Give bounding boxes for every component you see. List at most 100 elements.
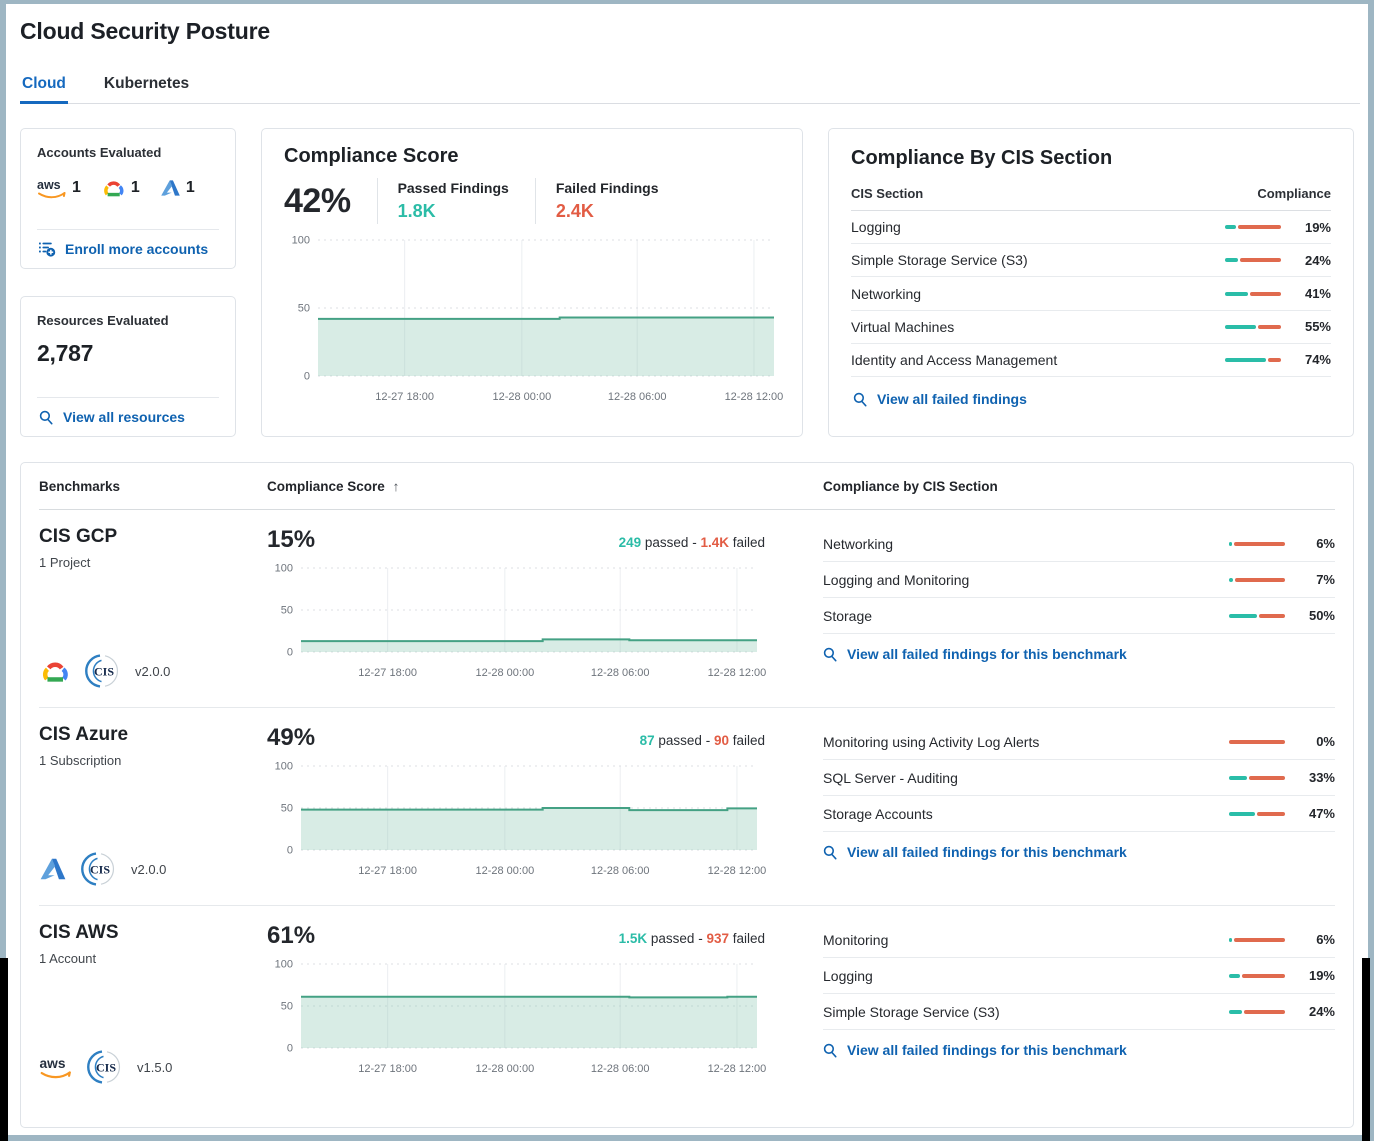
- screen-edge-artifact: [0, 958, 8, 1141]
- cis-gcp-trend-chart: 100 50 0 12-27 18:00 12-28 00:00 12-28 06:00 1…: [275, 563, 767, 680]
- enroll-more-accounts-link[interactable]: Enroll more accounts: [37, 230, 219, 268]
- cis-logo-icon: [85, 654, 119, 688]
- svg-text:12-28 00:00: 12-28 00:00: [475, 865, 534, 877]
- view-failed-findings-benchmark-link[interactable]: View all failed findings for this benchm…: [823, 1030, 1335, 1058]
- col-compliance-score-sort[interactable]: Compliance Score ↑: [267, 478, 400, 494]
- svg-text:0: 0: [287, 647, 293, 659]
- azure-count-value: 1: [185, 179, 195, 196]
- tab-kubernetes[interactable]: Kubernetes: [103, 75, 190, 92]
- aws-account-count: 1: [36, 177, 81, 199]
- svg-text:12-28 06:00: 12-28 06:00: [591, 865, 650, 877]
- compliance-bar: [1229, 1009, 1285, 1014]
- benchmark-section-row: SQL Server - Auditing 33%: [823, 760, 1335, 796]
- svg-text:100: 100: [275, 761, 293, 773]
- screen-edge-artifact: [1362, 958, 1370, 1141]
- cis-section-row: Networking 41%: [851, 277, 1331, 311]
- passed-failed-summary: 249 passed - 1.4K failed: [618, 535, 765, 550]
- svg-text:12-28 00:00: 12-28 00:00: [492, 391, 551, 403]
- svg-text:12-27 18:00: 12-27 18:00: [358, 865, 417, 877]
- benchmark-scope: 1 Project: [39, 555, 91, 570]
- compliance-bar: [1229, 775, 1285, 780]
- benchmark-scope: 1 Subscription: [39, 753, 122, 768]
- gcp-icon: [104, 181, 124, 197]
- benchmark-version: v2.0.0: [135, 663, 171, 679]
- svg-text:12-28 06:00: 12-28 06:00: [591, 667, 650, 679]
- passed-findings-label: Passed Findings: [397, 180, 509, 196]
- aws-icon: [36, 177, 66, 199]
- page-title: Cloud Security Posture: [20, 18, 270, 44]
- tab-cloud[interactable]: Cloud: [20, 75, 68, 104]
- benchmark-row-cis-gcp: CIS GCP 1 Project v2.0.0 15% 249 passed …: [39, 510, 1335, 708]
- benchmark-version: v1.5.0: [137, 1059, 173, 1075]
- tab-bar: Cloud Kubernetes: [20, 75, 1360, 104]
- compliance-bar: [1229, 811, 1285, 816]
- aws-count-value: 1: [72, 179, 81, 196]
- benchmark-section-row: Monitoring 6%: [823, 922, 1335, 958]
- compliance-score-card: Compliance Score 42% Passed Findings 1.8…: [261, 128, 803, 437]
- svg-text:100: 100: [275, 959, 293, 971]
- compliance-bar: [1229, 613, 1285, 618]
- compliance-bar: [1225, 324, 1281, 329]
- cis-section-card-title: Compliance By CIS Section: [851, 147, 1113, 169]
- failed-findings-label: Failed Findings: [555, 180, 659, 196]
- view-failed-findings-benchmark-link[interactable]: View all failed findings for this benchm…: [823, 634, 1335, 662]
- benchmark-score: 49%: [267, 724, 316, 751]
- cis-logo-icon: [81, 852, 115, 886]
- svg-text:100: 100: [292, 235, 310, 247]
- compliance-bar: [1229, 739, 1285, 744]
- main-content: Accounts Evaluated 1 1 1: [14, 128, 1360, 1128]
- compliance-bar: [1229, 937, 1285, 942]
- svg-text:12-28 06:00: 12-28 06:00: [591, 1063, 650, 1075]
- benchmark-score: 61%: [267, 922, 316, 949]
- benchmark-section-row: Storage Accounts 47%: [823, 796, 1335, 832]
- compliance-by-cis-section-card: Compliance By CIS Section CIS Section Co…: [828, 128, 1354, 437]
- divider: [37, 397, 219, 398]
- gcp-icon: [39, 659, 71, 683]
- enroll-accounts-icon: [39, 242, 56, 257]
- cloud-security-posture-page: Cloud Security Posture Cloud Kubernetes …: [6, 4, 1368, 1135]
- accounts-evaluated-title: Accounts Evaluated: [37, 145, 162, 160]
- benchmark-name: CIS AWS: [39, 922, 119, 943]
- cis-section-row: Virtual Machines 55%: [851, 311, 1331, 344]
- cis-section-row: Identity and Access Management 74%: [851, 344, 1331, 378]
- benchmark-section-row: Simple Storage Service (S3) 24%: [823, 994, 1335, 1030]
- benchmark-section-row: Monitoring using Activity Log Alerts 0%: [823, 724, 1335, 760]
- sort-ascending-icon: ↑: [392, 478, 400, 494]
- view-failed-findings-benchmark-link[interactable]: View all failed findings for this benchm…: [823, 832, 1335, 860]
- resources-evaluated-card: Resources Evaluated 2,787 View all resou…: [20, 296, 236, 437]
- passed-failed-summary: 1.5K passed - 937 failed: [618, 931, 765, 946]
- resources-evaluated-value: 2,787: [37, 340, 94, 366]
- compliance-bar: [1225, 291, 1281, 296]
- compliance-bar: [1229, 541, 1285, 546]
- gcp-count-value: 1: [130, 179, 140, 196]
- resources-evaluated-title: Resources Evaluated: [37, 313, 169, 328]
- benchmark-row-cis-aws: CIS AWS 1 Account v1.5.0 61% 1.5K passed…: [38, 906, 1335, 1113]
- search-icon: [823, 647, 837, 661]
- benchmark-name: CIS GCP: [39, 526, 118, 547]
- compliance-bar: [1229, 577, 1285, 582]
- cis-aws-trend-chart: 100 50 0 12-27 18:00 12-28 00:00 12-28 06:00 1…: [275, 959, 767, 1076]
- search-icon: [39, 410, 53, 424]
- svg-text:0: 0: [304, 371, 310, 383]
- accounts-evaluated-card: Accounts Evaluated 1 1 1: [20, 128, 236, 269]
- search-icon: [823, 1043, 837, 1057]
- svg-text:12-28 12:00: 12-28 12:00: [708, 865, 767, 877]
- benchmark-name: CIS Azure: [39, 724, 129, 745]
- svg-text:50: 50: [281, 1001, 293, 1013]
- cis-section-row: Simple Storage Service (S3) 24%: [851, 244, 1331, 278]
- benchmark-version: v2.0.0: [131, 861, 167, 877]
- provider-counts: 1 1 1: [36, 173, 219, 203]
- benchmark-scope: 1 Account: [39, 951, 97, 966]
- svg-text:50: 50: [281, 803, 293, 815]
- azure-icon: [40, 858, 66, 880]
- svg-text:12-28 00:00: 12-28 00:00: [475, 1063, 534, 1075]
- view-all-resources-link[interactable]: View all resources: [37, 398, 219, 436]
- benchmark-section-row: Logging and Monitoring 7%: [823, 562, 1335, 598]
- failed-findings-value: 2.4K: [555, 201, 594, 221]
- overall-score-value: 42%: [284, 181, 351, 220]
- benchmarks-table-card: Benchmarks Compliance Score ↑ Compliance…: [20, 462, 1354, 1128]
- view-all-failed-findings-link[interactable]: View all failed findings: [851, 377, 1331, 418]
- benchmarks-table-header: Benchmarks Compliance Score ↑ Compliance…: [39, 463, 1335, 510]
- passed-findings-stat: Passed Findings 1.8K: [376, 178, 509, 224]
- cis-azure-trend-chart: 100 50 0 12-27 18:00 12-28 00:00 12-28 06:00 1…: [275, 761, 767, 878]
